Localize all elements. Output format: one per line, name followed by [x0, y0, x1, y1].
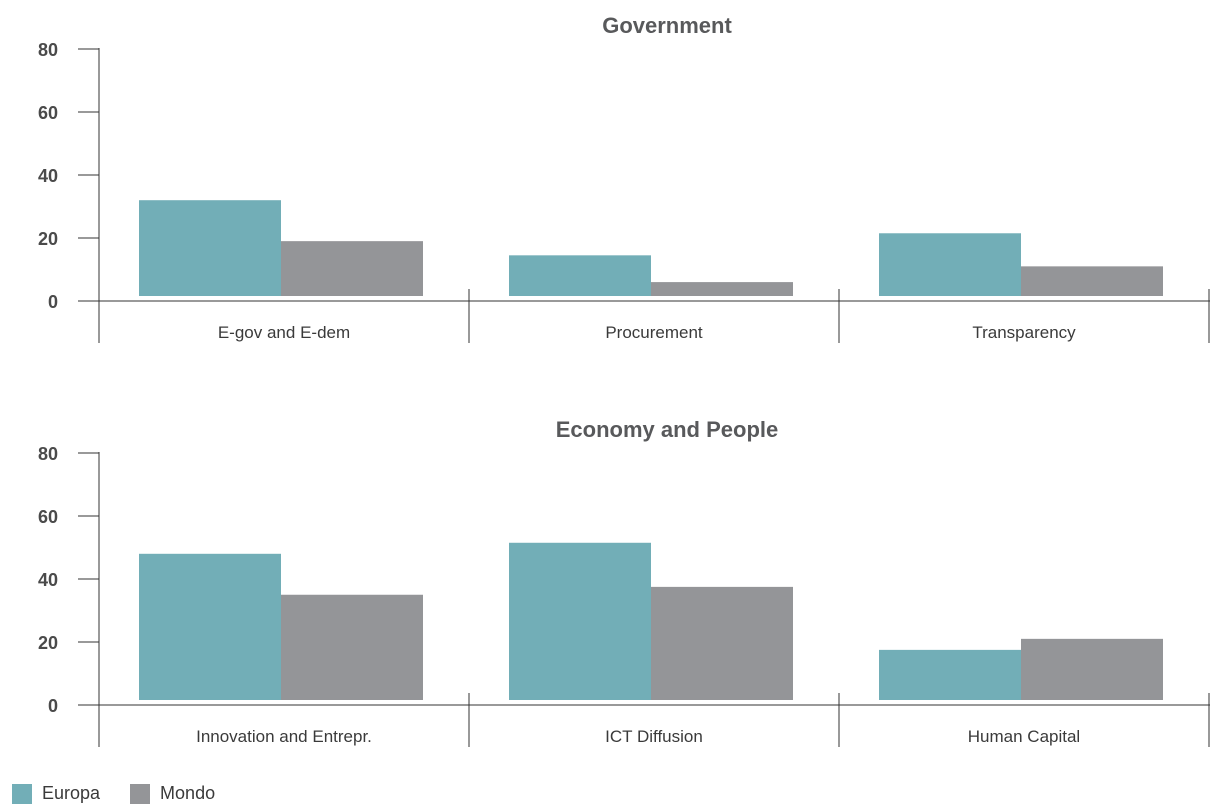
bar-mondo-3 — [1021, 266, 1163, 296]
y-tick-label: 40 — [38, 570, 58, 590]
bar-mondo-1 — [281, 594, 423, 700]
y-tick-label: 0 — [48, 292, 58, 312]
legend-item-europa: Europa — [12, 783, 100, 804]
legend-label-europa: Europa — [42, 783, 101, 803]
category-label: Innovation and Entrepr. — [196, 727, 372, 746]
y-tick-label: 20 — [38, 229, 58, 249]
bar-europa-3 — [879, 649, 1021, 700]
category-label: Transparency — [972, 323, 1076, 342]
y-tick-label: 80 — [38, 444, 58, 464]
category-label: Human Capital — [968, 727, 1080, 746]
chart-title: Economy and People — [556, 417, 779, 442]
y-tick-label: 40 — [38, 166, 58, 186]
bar-europa-3 — [879, 233, 1021, 296]
legend-swatch-europa — [12, 783, 32, 804]
y-tick-label: 20 — [38, 633, 58, 653]
bar-mondo-2 — [651, 282, 793, 296]
category-label: ICT Diffusion — [605, 727, 703, 746]
y-tick-label: 60 — [38, 507, 58, 527]
chart-title: Government — [602, 13, 732, 38]
bar-europa-2 — [509, 255, 651, 296]
bar-mondo-1 — [281, 241, 423, 296]
y-tick-label: 60 — [38, 103, 58, 123]
category-label: E-gov and E-dem — [218, 323, 350, 342]
bar-mondo-3 — [1021, 638, 1163, 700]
y-tick-label: 0 — [48, 696, 58, 716]
bar-europa-1 — [139, 553, 281, 700]
legend-label-mondo: Mondo — [160, 783, 216, 803]
bar-europa-1 — [139, 200, 281, 296]
bar-mondo-2 — [651, 586, 793, 700]
legend-swatch-mondo — [130, 783, 151, 804]
y-tick-label: 80 — [38, 40, 58, 60]
legend-item-mondo: Mondo — [130, 783, 215, 804]
legend: Europa Mondo — [12, 783, 215, 804]
bar-europa-2 — [509, 542, 651, 700]
category-label: Procurement — [605, 323, 703, 342]
